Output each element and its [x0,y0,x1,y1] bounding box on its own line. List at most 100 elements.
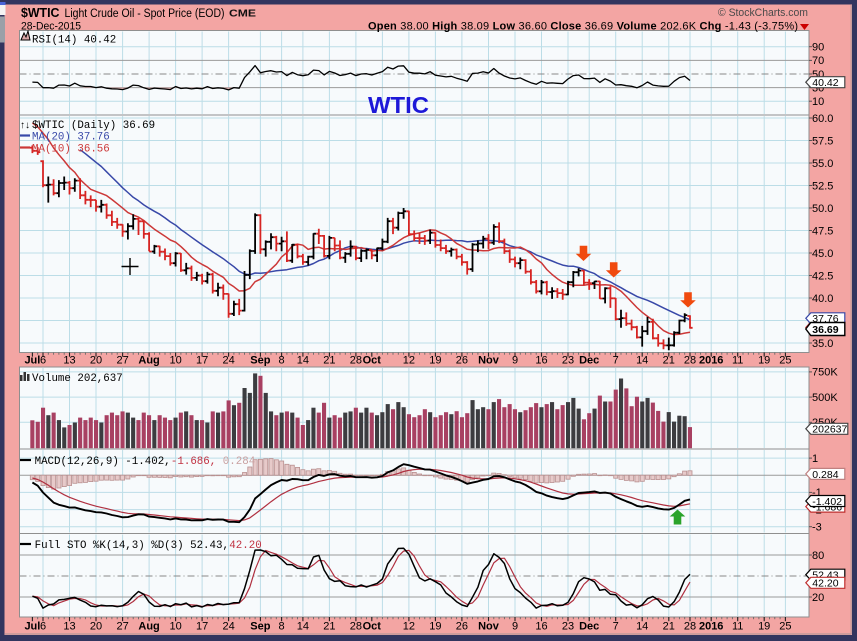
svg-text:↑↓: ↑↓ [20,120,30,131]
svg-text:13: 13 [63,355,75,367]
svg-text:6: 6 [40,355,46,367]
svg-text:19: 19 [758,355,770,367]
svg-text:10: 10 [812,96,824,108]
svg-text:16: 16 [535,355,547,367]
svg-text:28: 28 [350,355,362,367]
svg-text:45.0: 45.0 [812,248,833,260]
svg-text:9: 9 [512,621,518,633]
svg-text:80: 80 [812,550,824,562]
svg-text:Jul: Jul [24,355,40,367]
svg-text:Light Crude Oil - Spot Price (: Light Crude Oil - Spot Price (EOD) [65,8,225,20]
svg-text:CME: CME [229,9,256,20]
svg-text:20: 20 [812,592,824,604]
svg-text:60.0: 60.0 [812,113,833,125]
svg-text:7: 7 [613,621,619,633]
svg-text:WTIC: WTIC [368,92,429,118]
svg-text:Full STO %K(14,3) %D(3) 52.43,: Full STO %K(14,3) %D(3) 52.43, [35,540,229,552]
svg-text:42.20: 42.20 [812,578,838,590]
svg-text:55.0: 55.0 [812,158,833,170]
svg-text:Nov: Nov [478,621,500,633]
svg-text:Nov: Nov [478,355,500,367]
svg-text:40.42: 40.42 [812,77,838,89]
svg-text:21: 21 [323,621,335,633]
svg-text:20: 20 [90,621,102,633]
svg-text:19: 19 [758,621,770,633]
svg-text:202637: 202637 [812,424,847,436]
svg-text:750K: 750K [812,367,838,379]
svg-text:28: 28 [684,355,696,367]
svg-text:Oct: Oct [363,621,382,633]
svg-text:47.5: 47.5 [812,225,833,237]
svg-text:12: 12 [403,355,415,367]
svg-text:Dec: Dec [579,355,599,367]
svg-text:1: 1 [812,453,818,465]
svg-text:23: 23 [562,355,574,367]
svg-text:40.0: 40.0 [812,293,833,305]
svg-text:Jul: Jul [24,621,40,633]
svg-text:36.69: 36.69 [812,324,838,336]
svg-text:2016: 2016 [699,621,723,633]
svg-text:-1: -1 [812,487,822,499]
svg-text:42.5: 42.5 [812,270,833,282]
svg-text:23: 23 [562,621,574,633]
svg-text:12: 12 [403,621,415,633]
svg-text:21: 21 [663,355,675,367]
svg-text:14: 14 [636,355,648,367]
svg-text:28: 28 [684,621,696,633]
svg-text:MA(20) 37.76: MA(20) 37.76 [32,132,110,144]
svg-text:27: 27 [116,621,128,633]
svg-text:90: 90 [812,42,824,54]
svg-text:11: 11 [732,355,743,367]
svg-text:500K: 500K [812,392,838,404]
svg-text:27: 27 [116,355,128,367]
svg-text:$WTIC (Daily) 36.69: $WTIC (Daily) 36.69 [32,120,155,132]
svg-text:17: 17 [196,355,208,367]
svg-text:6: 6 [40,621,46,633]
svg-text:17: 17 [196,621,208,633]
svg-text:Aug: Aug [138,355,159,367]
svg-text:© StockCharts.com: © StockCharts.com [718,7,808,19]
svg-text:19: 19 [429,355,441,367]
svg-text:26: 26 [456,355,468,367]
svg-text:13: 13 [63,621,75,633]
svg-text:$WTIC: $WTIC [21,5,60,20]
svg-text:8: 8 [279,621,285,633]
svg-text:35.0: 35.0 [812,338,833,350]
svg-text:14: 14 [297,355,309,367]
svg-text:42.20: 42.20 [229,540,261,552]
svg-text:57.5: 57.5 [812,135,833,147]
svg-text:21: 21 [663,621,675,633]
svg-text:10: 10 [169,621,181,633]
svg-text:24: 24 [222,621,234,633]
svg-text:0.284: 0.284 [223,456,255,468]
svg-text:70: 70 [812,55,824,67]
svg-text:Open 38.00 High 38.09 Low 36.6: Open 38.00 High 38.09 Low 36.60 Close 36… [368,21,798,33]
svg-text:-3: -3 [812,522,822,534]
svg-text:21: 21 [323,355,335,367]
svg-text:10: 10 [169,355,181,367]
svg-text:8: 8 [279,355,285,367]
svg-text:52.5: 52.5 [812,180,833,192]
svg-text:9: 9 [512,355,518,367]
svg-text:MA(10) 36.56: MA(10) 36.56 [32,144,110,156]
svg-text:RSI(14) 40.42: RSI(14) 40.42 [32,35,116,47]
svg-text:2016: 2016 [699,355,723,367]
svg-text:-1.402: -1.402 [812,496,842,508]
svg-text:25: 25 [779,621,791,633]
svg-text:25: 25 [779,355,791,367]
svg-text:11: 11 [732,621,743,633]
svg-text:28-Dec-2015: 28-Dec-2015 [21,21,81,33]
svg-text:Sep: Sep [250,621,270,633]
svg-text:28: 28 [350,621,362,633]
svg-text:Oct: Oct [363,355,382,367]
svg-text:Aug: Aug [138,621,159,633]
svg-text:19: 19 [429,621,441,633]
svg-text:50.0: 50.0 [812,203,833,215]
svg-text:24: 24 [222,355,234,367]
svg-text:0.284: 0.284 [812,469,838,481]
svg-text:Volume 202,637: Volume 202,637 [32,373,123,385]
svg-text:7: 7 [613,355,619,367]
svg-text:16: 16 [535,621,547,633]
svg-text:-1.686,: -1.686, [171,456,216,468]
svg-text:Sep: Sep [250,355,270,367]
